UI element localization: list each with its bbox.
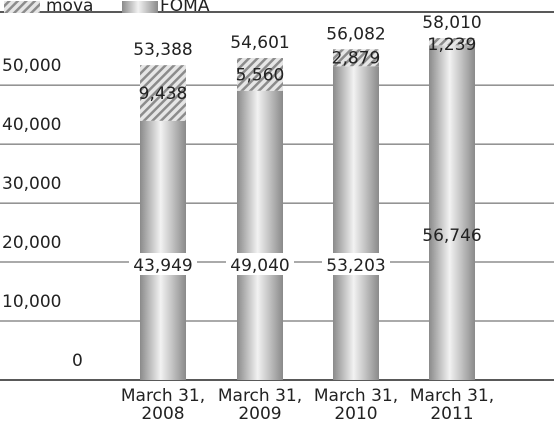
value-label: 1,239 [428,35,477,55]
y-tick-label: 40,000 [2,115,61,135]
legend-label: mova [46,0,93,16]
x-tick-label: March 31, 2010 [313,386,399,424]
total-label: 53,388 [133,40,192,60]
value-label: 53,203 [326,256,385,276]
x-tick-label: March 31, 2009 [217,386,303,424]
value-label: 2,879 [332,49,381,69]
value-label: 43,949 [133,256,192,276]
total-label: 58,010 [422,13,481,33]
value-label: 56,746 [422,226,481,246]
x-tick-label: March 31, 2008 [120,386,206,424]
total-label: 56,082 [326,24,385,44]
legend-swatch [4,1,40,13]
label-bg [322,253,390,275]
legend-swatch [122,1,158,13]
legend-label: FOMA [160,0,210,16]
value-label: 49,040 [230,256,289,276]
bar-segment [333,66,379,381]
label-bg [226,253,294,275]
bar-segment [237,90,283,381]
bar-segment [333,49,379,67]
bar-segment [237,58,283,91]
total-label: 54,601 [230,33,289,53]
y-tick-label: 50,000 [2,56,61,76]
y-tick-label: 20,000 [2,233,61,253]
value-label: 5,560 [236,65,285,85]
bar-segment [429,45,475,380]
bar-segment [140,65,186,121]
value-label: 9,438 [139,84,188,104]
x-tick-label: March 31, 2011 [409,386,495,424]
label-bg [129,253,197,275]
bar-segment [140,120,186,380]
bar-segment [429,38,475,46]
y-tick-label: 30,000 [2,174,61,194]
y-tick-label: 0 [72,351,83,371]
y-tick-label: 10,000 [2,292,61,312]
